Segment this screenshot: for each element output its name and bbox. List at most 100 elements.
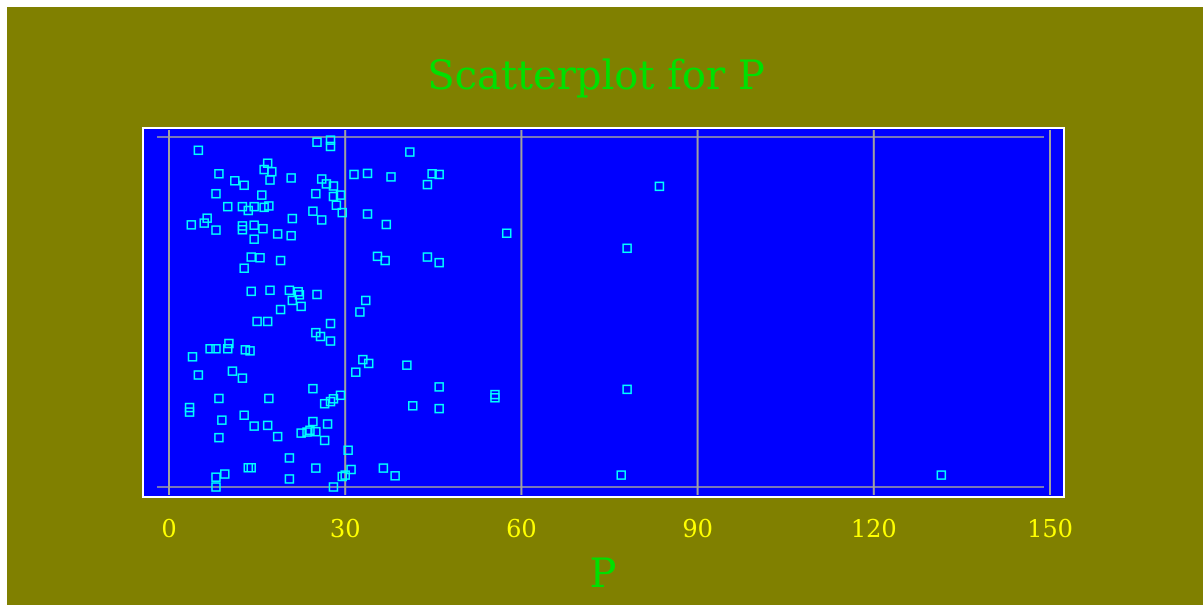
- x-axis-ticks: 0 30 60 90 120 150: [161, 515, 1073, 543]
- data-point: [246, 286, 256, 297]
- data-point: [239, 410, 249, 420]
- data-point: [275, 255, 286, 266]
- data-point: [184, 407, 195, 417]
- data-point: [355, 307, 365, 317]
- data-point: [349, 169, 359, 180]
- data-point: [315, 331, 326, 342]
- x-tick-label: 90: [682, 515, 713, 543]
- data-point: [202, 213, 212, 223]
- data-point: [362, 209, 373, 219]
- data-point: [434, 257, 444, 268]
- data-point: [311, 188, 321, 199]
- chart-title: Scatterplot for P: [427, 53, 765, 99]
- data-point: [351, 367, 361, 377]
- data-point: [402, 360, 412, 370]
- data-point: [331, 200, 342, 210]
- data-point: [296, 428, 306, 438]
- data-point: [287, 295, 298, 306]
- data-point: [249, 234, 259, 244]
- data-point: [293, 286, 303, 297]
- data-point: [284, 453, 295, 463]
- data-point: [316, 215, 327, 225]
- data-point: [337, 471, 348, 482]
- data-point: [252, 316, 262, 327]
- data-point: [211, 225, 221, 235]
- data-point: [380, 255, 390, 266]
- data-point: [237, 225, 248, 235]
- data-point: [255, 253, 265, 263]
- data-point: [205, 344, 215, 354]
- data-point: [222, 201, 233, 212]
- data-point: [262, 316, 273, 327]
- data-point: [220, 469, 230, 479]
- data-point: [284, 285, 295, 296]
- data-point: [275, 304, 286, 315]
- data-point: [287, 213, 298, 224]
- data-point: [199, 218, 209, 228]
- data-point: [312, 289, 322, 300]
- data-point: [654, 181, 665, 192]
- data-point: [622, 384, 632, 395]
- data-point: [328, 394, 339, 404]
- data-point: [325, 396, 336, 407]
- data-point: [211, 482, 221, 492]
- data-point: [187, 352, 198, 362]
- data-point: [378, 463, 389, 473]
- data-point: [362, 168, 373, 179]
- x-tick-label: 120: [851, 515, 897, 543]
- data-point: [214, 169, 224, 179]
- data-point: [211, 188, 221, 199]
- data-point: [308, 416, 318, 427]
- data-point: [490, 393, 500, 403]
- data-point: [272, 229, 283, 239]
- data-point: [343, 445, 353, 455]
- data-point: [264, 201, 274, 211]
- data-point: [302, 427, 312, 437]
- data-point: [246, 463, 256, 473]
- plot-area: [142, 127, 1065, 498]
- chart-frame: Scatterplot for P 0 30 60 90 120 150 P: [7, 7, 1203, 605]
- x-tick-label: 150: [1027, 515, 1073, 543]
- data-point: [284, 474, 295, 484]
- scatter-chart: Scatterplot for P 0 30 60 90 120 150 P: [142, 53, 1073, 597]
- data-point: [319, 398, 330, 409]
- data-point: [308, 383, 318, 394]
- data-point: [363, 358, 374, 369]
- data-point: [243, 205, 254, 216]
- data-point: [296, 301, 306, 312]
- data-point: [427, 169, 437, 179]
- data-point: [239, 180, 249, 191]
- data-point: [361, 295, 371, 306]
- data-point: [405, 147, 415, 157]
- data-point: [239, 263, 249, 273]
- data-point: [422, 179, 433, 190]
- data-point: [211, 344, 221, 354]
- data-point: [386, 172, 396, 182]
- x-tick-label: 60: [506, 515, 537, 543]
- x-axis-label: P: [590, 551, 617, 597]
- data-point: [193, 145, 204, 156]
- data-point: [328, 181, 339, 191]
- data-point: [616, 470, 626, 480]
- data-point: [217, 415, 227, 425]
- data-point: [222, 344, 233, 354]
- data-point: [311, 463, 321, 473]
- x-tick-label: 30: [330, 515, 361, 543]
- data-point: [434, 169, 444, 180]
- data-point: [262, 420, 273, 431]
- data-point: [311, 426, 321, 437]
- data-point: [322, 419, 333, 429]
- data-point: [211, 472, 221, 482]
- data-point: [246, 252, 256, 262]
- data-point: [227, 366, 238, 376]
- data-point: [337, 207, 348, 218]
- data-point: [325, 135, 336, 145]
- data-point: [249, 220, 259, 230]
- data-point: [390, 471, 400, 481]
- data-point: [214, 393, 224, 404]
- data-point: [422, 252, 433, 262]
- data-point: [264, 393, 274, 404]
- data-point: [258, 223, 268, 234]
- data-point: [286, 230, 296, 241]
- data-point: [321, 179, 332, 189]
